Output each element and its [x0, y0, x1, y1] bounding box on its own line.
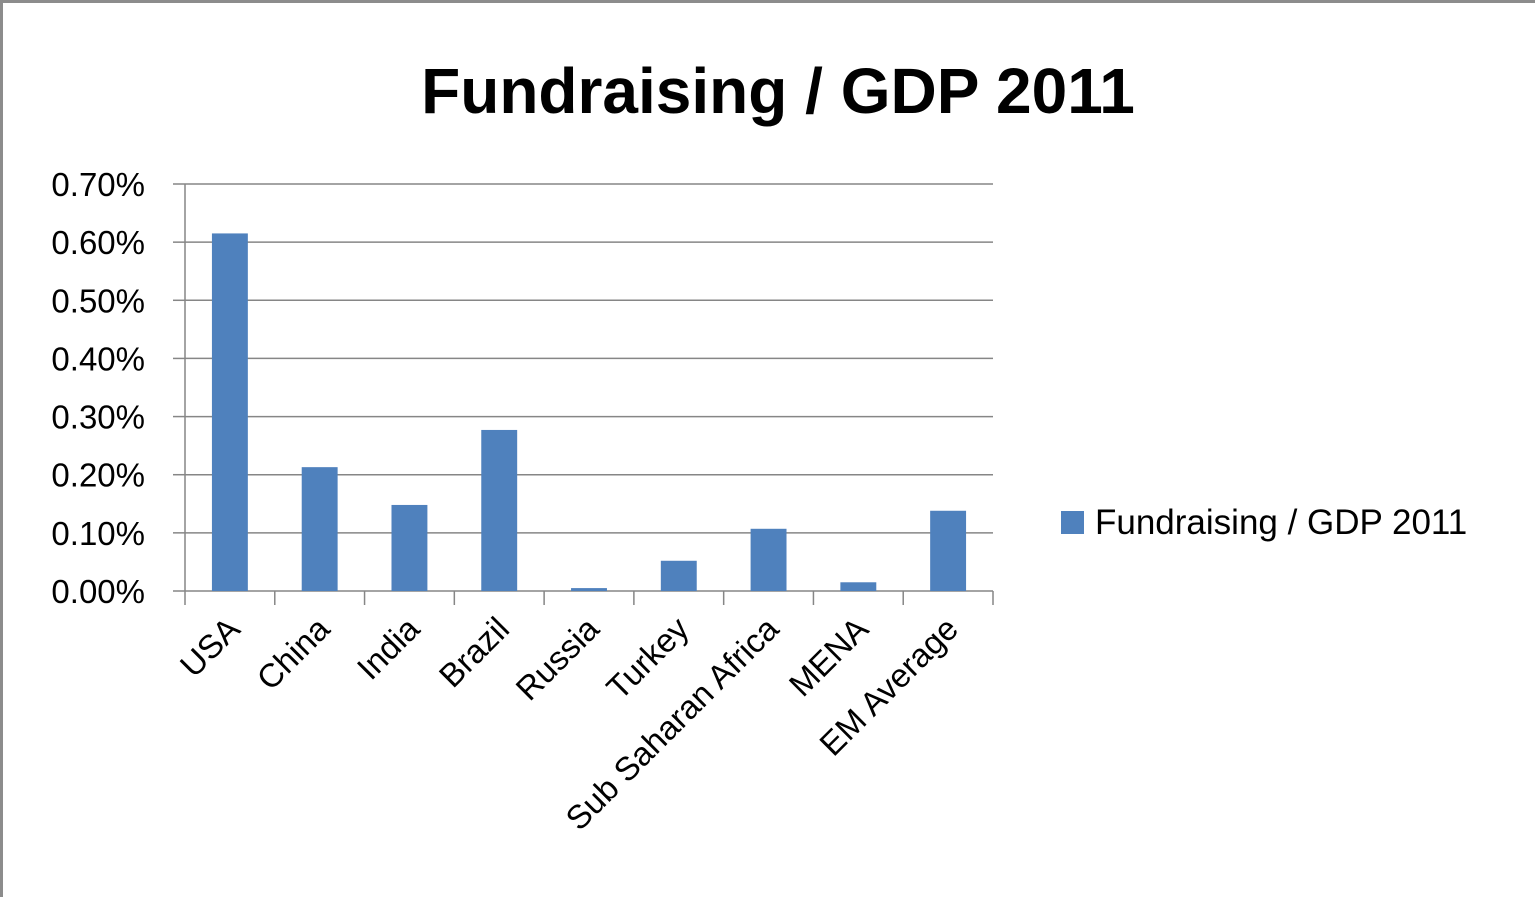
x-category-label: Brazil: [432, 610, 517, 695]
y-tick-label: 0.50%: [51, 282, 145, 319]
bar-sub-saharan-africa: [750, 528, 787, 591]
bar-russia: [571, 588, 607, 591]
bar-china: [301, 467, 338, 591]
bar-brazil: [481, 429, 518, 591]
legend-swatch: [1061, 511, 1084, 534]
chart-canvas: Fundraising / GDP 2011 0.00%0.10%0.20%0.…: [51, 55, 1467, 837]
bar-mena: [840, 582, 877, 591]
x-category-label: India: [350, 609, 427, 686]
y-axis: 0.00% 0.10% 0.20% 0.30% 0.40% 0.50% 0.60% 0.70%: [51, 166, 186, 610]
y-tick-label: 0.30%: [51, 399, 145, 436]
bar-india: [391, 504, 428, 591]
x-category-label: China: [249, 609, 337, 697]
bar-turkey: [660, 560, 697, 591]
legend: Fundraising / GDP 2011: [1061, 503, 1467, 542]
x-category-label: USA: [173, 610, 247, 684]
y-tick-label: 0.00%: [51, 573, 145, 610]
x-axis: [184, 590, 994, 605]
bar-usa: [211, 233, 248, 591]
y-tick-label: 0.10%: [51, 515, 145, 552]
y-tick-label: 0.40%: [51, 340, 145, 377]
bar-em-average: [930, 510, 967, 591]
legend-label: Fundraising / GDP 2011: [1095, 503, 1467, 542]
bars: [211, 233, 967, 591]
chart-title: Fundraising / GDP 2011: [421, 55, 1135, 127]
y-tick-label: 0.60%: [51, 224, 145, 261]
y-tick-label: 0.20%: [51, 457, 145, 494]
x-category-label: Russia: [508, 609, 606, 707]
y-tick-label: 0.70%: [51, 166, 145, 203]
